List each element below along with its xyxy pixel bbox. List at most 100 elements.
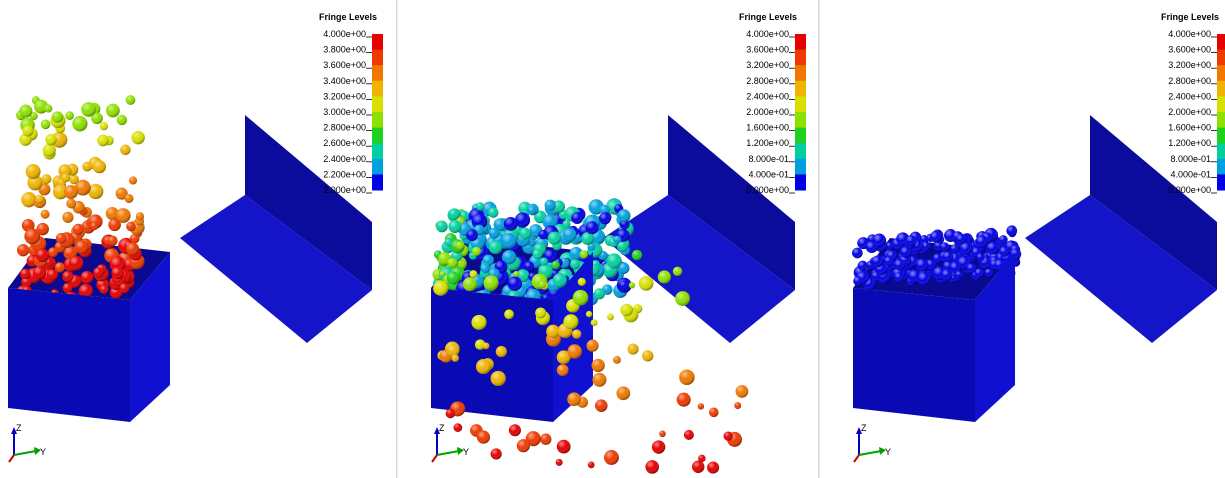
legend-swatch (795, 80, 806, 97)
legend-swatch (372, 158, 383, 175)
particle-shade (482, 342, 490, 350)
particle-shade (691, 460, 705, 473)
legend-label: 8.000e-01 (748, 154, 789, 164)
particle-shade (567, 392, 581, 407)
particle-shade (40, 119, 51, 130)
particle-shade (631, 249, 643, 261)
particle-shade (607, 313, 614, 321)
legend-swatch (1217, 96, 1225, 113)
particle-shade (513, 270, 520, 277)
particle-shade (128, 176, 138, 185)
legend-swatch (795, 174, 806, 191)
particle-shade (871, 255, 884, 268)
legend-title: Fringe Levels (319, 12, 377, 22)
legend-label: 8.000e-01 (1170, 154, 1211, 164)
particle-shade (488, 207, 499, 218)
box-front (431, 288, 553, 422)
particle-shade (45, 133, 57, 146)
particle-shade (585, 221, 599, 235)
particle-shade (872, 233, 886, 247)
particle-shade (998, 235, 1008, 245)
particle-shade (503, 217, 518, 231)
particle-shade (976, 253, 985, 262)
particle-shade (32, 266, 47, 280)
particle-shade (462, 277, 477, 292)
particle-shade (109, 286, 123, 299)
particle-shade (613, 355, 621, 364)
axis-x (8, 454, 15, 463)
legend-swatch (795, 143, 806, 160)
particle-shade (527, 206, 537, 215)
particle-shade (62, 282, 73, 293)
particle-shade (92, 160, 106, 174)
particle-shade (569, 246, 583, 260)
particle-shade (617, 209, 631, 223)
particle-shade (115, 187, 128, 200)
axis-y (858, 450, 882, 456)
particle-shade (19, 104, 33, 118)
legend-label: 2.800e+00 (746, 76, 789, 86)
particle-shade (109, 256, 126, 272)
particle-shade (99, 284, 109, 294)
particle-shade (471, 314, 487, 330)
particle-shade (581, 232, 595, 245)
particle-shade (446, 271, 460, 285)
particle-shade (591, 358, 605, 373)
legend-label: 4.000e-01 (748, 169, 789, 179)
particle-shade (69, 174, 79, 185)
particle-shade (966, 263, 977, 274)
legend-label: 2.600e+00 (323, 138, 366, 148)
particle-shade (679, 369, 695, 386)
axis-y (13, 450, 37, 456)
particle-shade (58, 164, 72, 178)
particle-shade (476, 430, 491, 444)
particle-shade (579, 250, 589, 259)
legend-label: 0.000e+00 (746, 185, 789, 195)
axis-z-head (434, 427, 440, 434)
particle-shade (538, 281, 547, 289)
particle-shade (999, 246, 1010, 257)
particle-shade (135, 212, 145, 221)
panel-divider (818, 0, 820, 478)
wedge-back (1090, 115, 1217, 290)
particle-shade (552, 273, 567, 288)
particle-shade (659, 430, 666, 438)
particle-shade (475, 202, 485, 211)
particle-shade (36, 222, 49, 236)
particle-shade (516, 439, 530, 453)
particle-shade (572, 289, 589, 306)
panel: Fringe Levels 4.000e+00 3.800e+00 3.600e+00… (8, 12, 383, 463)
particle-shade (488, 240, 503, 255)
axis-y-label: Y (885, 447, 891, 457)
particle-shade (571, 329, 582, 339)
particle-shade (483, 275, 499, 291)
particle-shade (915, 258, 929, 272)
particle-shade (556, 350, 571, 365)
particle-shade (480, 264, 490, 274)
particle-shade (587, 242, 596, 251)
particle-shade (651, 440, 666, 454)
particle-shade (975, 235, 989, 248)
legend-label: 1.200e+00 (1168, 138, 1211, 148)
legend-label: 3.000e+00 (323, 107, 366, 117)
legend-swatch (1217, 49, 1225, 66)
particle-shade (642, 350, 654, 362)
legend-swatch (372, 112, 383, 129)
particle-shade (447, 257, 458, 269)
particle-shade (585, 310, 593, 318)
particle-shade (125, 95, 136, 105)
particle-shade (19, 133, 32, 146)
particle-shade (723, 431, 733, 441)
particle-shade (941, 268, 953, 281)
particle-shade (595, 399, 608, 412)
legend-label: 2.800e+00 (323, 123, 366, 133)
particle-shade (592, 372, 607, 387)
particle-shade (508, 424, 521, 437)
particles (433, 246, 749, 474)
axis-y (436, 450, 460, 456)
particle-shade (593, 288, 605, 300)
particle-shade (81, 102, 96, 117)
particle-shade (525, 431, 541, 447)
scene: Fringe Levels 4.000e+00 3.800e+00 3.600e+00… (8, 12, 1225, 474)
legend-swatch (795, 96, 806, 113)
